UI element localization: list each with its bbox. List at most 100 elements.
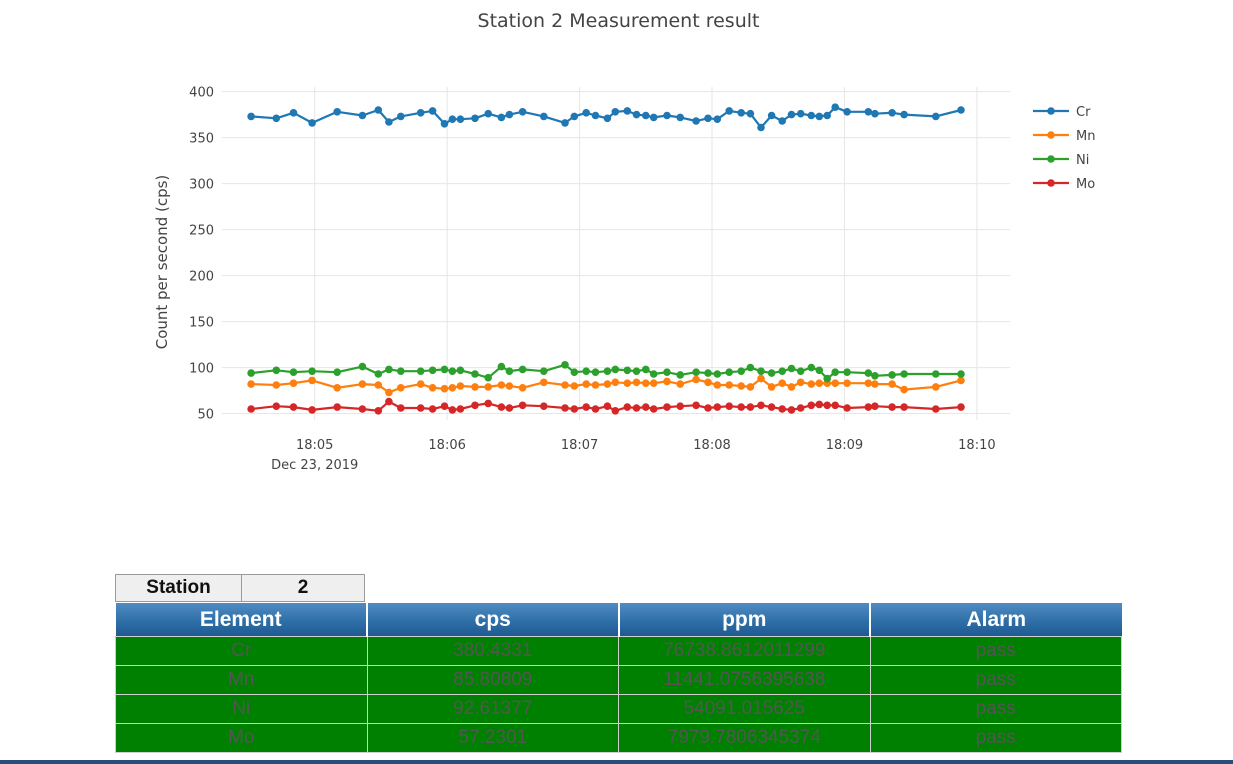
data-point[interactable] xyxy=(471,114,479,123)
data-point[interactable] xyxy=(397,404,405,412)
data-point[interactable] xyxy=(623,379,632,388)
data-point[interactable] xyxy=(440,120,449,128)
data-point[interactable] xyxy=(440,365,449,374)
data-point[interactable] xyxy=(843,108,851,116)
data-point[interactable] xyxy=(957,370,965,378)
data-point[interactable] xyxy=(289,403,298,411)
data-point[interactable] xyxy=(737,382,745,390)
data-point[interactable] xyxy=(582,380,590,388)
data-point[interactable] xyxy=(757,123,765,132)
data-point[interactable] xyxy=(888,109,896,117)
data-point[interactable] xyxy=(570,112,579,121)
data-point[interactable] xyxy=(308,367,316,376)
data-point[interactable] xyxy=(623,366,632,375)
data-point[interactable] xyxy=(807,380,816,388)
table-row[interactable]: Mn 85.80809 11441.0756395638 pass xyxy=(115,665,1122,695)
data-point[interactable] xyxy=(308,119,316,127)
data-point[interactable] xyxy=(428,366,437,375)
data-point[interactable] xyxy=(471,401,479,410)
data-point[interactable] xyxy=(272,114,281,123)
data-point[interactable] xyxy=(611,378,620,387)
data-point[interactable] xyxy=(649,405,658,413)
data-point[interactable] xyxy=(374,106,383,114)
data-point[interactable] xyxy=(796,404,805,412)
data-point[interactable] xyxy=(471,370,479,378)
data-point[interactable] xyxy=(871,109,879,118)
data-point[interactable] xyxy=(448,406,457,414)
data-point[interactable] xyxy=(603,114,612,123)
data-point[interactable] xyxy=(725,368,733,377)
data-point[interactable] xyxy=(497,362,506,371)
data-point[interactable] xyxy=(416,367,425,376)
data-point[interactable] xyxy=(778,367,786,376)
column-header-cps[interactable]: cps xyxy=(366,603,619,637)
data-point[interactable] xyxy=(663,377,671,386)
data-point[interactable] xyxy=(570,368,579,377)
data-point[interactable] xyxy=(333,403,342,411)
data-point[interactable] xyxy=(704,114,712,123)
data-point[interactable] xyxy=(642,111,650,120)
data-point[interactable] xyxy=(416,380,425,388)
data-point[interactable] xyxy=(787,364,796,373)
data-point[interactable] xyxy=(416,109,425,117)
data-point[interactable] xyxy=(428,107,437,115)
data-point[interactable] xyxy=(247,380,255,388)
data-point[interactable] xyxy=(428,384,437,392)
data-point[interactable] xyxy=(831,103,839,111)
data-point[interactable] xyxy=(632,367,641,376)
data-point[interactable] xyxy=(746,383,755,391)
data-point[interactable] xyxy=(484,399,493,408)
data-point[interactable] xyxy=(272,381,281,389)
data-point[interactable] xyxy=(807,401,816,410)
data-point[interactable] xyxy=(385,388,393,397)
table-row[interactable]: Ni 92.61377 54091.015625 pass xyxy=(115,694,1122,724)
data-point[interactable] xyxy=(642,365,650,374)
data-point[interactable] xyxy=(623,107,632,115)
data-point[interactable] xyxy=(272,366,281,375)
data-point[interactable] xyxy=(737,367,745,376)
data-point[interactable] xyxy=(815,366,824,375)
data-point[interactable] xyxy=(807,363,816,372)
data-point[interactable] xyxy=(932,112,940,121)
data-point[interactable] xyxy=(397,367,405,376)
data-point[interactable] xyxy=(484,383,493,391)
data-point[interactable] xyxy=(757,374,765,383)
legend-item-mn[interactable]: Mn xyxy=(1033,129,1095,144)
data-point[interactable] xyxy=(823,111,831,120)
data-point[interactable] xyxy=(649,113,658,122)
data-point[interactable] xyxy=(591,381,600,389)
data-point[interactable] xyxy=(787,110,796,119)
data-point[interactable] xyxy=(385,397,393,406)
data-point[interactable] xyxy=(448,384,457,392)
data-point[interactable] xyxy=(778,405,786,413)
data-point[interactable] xyxy=(333,384,342,392)
data-point[interactable] xyxy=(823,401,831,410)
data-point[interactable] xyxy=(815,400,824,409)
data-point[interactable] xyxy=(416,404,425,412)
data-point[interactable] xyxy=(289,379,298,388)
data-point[interactable] xyxy=(704,404,712,412)
data-point[interactable] xyxy=(456,115,465,123)
data-point[interactable] xyxy=(440,402,449,411)
data-point[interactable] xyxy=(247,112,255,121)
data-point[interactable] xyxy=(957,106,965,114)
data-point[interactable] xyxy=(871,372,879,380)
data-point[interactable] xyxy=(864,403,873,411)
column-header-element[interactable]: Element xyxy=(115,603,367,637)
data-point[interactable] xyxy=(505,382,514,390)
data-point[interactable] xyxy=(888,380,896,388)
data-point[interactable] xyxy=(692,375,700,384)
data-point[interactable] xyxy=(676,113,684,122)
data-point[interactable] xyxy=(484,373,493,382)
data-point[interactable] xyxy=(932,370,940,378)
data-point[interactable] xyxy=(704,378,712,387)
data-point[interactable] xyxy=(649,370,658,378)
data-point[interactable] xyxy=(642,403,650,411)
data-point[interactable] xyxy=(497,403,506,411)
data-point[interactable] xyxy=(843,404,851,412)
data-point[interactable] xyxy=(308,406,316,414)
data-point[interactable] xyxy=(796,109,805,118)
data-point[interactable] xyxy=(692,401,700,410)
data-point[interactable] xyxy=(663,403,671,411)
legend-item-ni[interactable]: Ni xyxy=(1033,153,1089,168)
